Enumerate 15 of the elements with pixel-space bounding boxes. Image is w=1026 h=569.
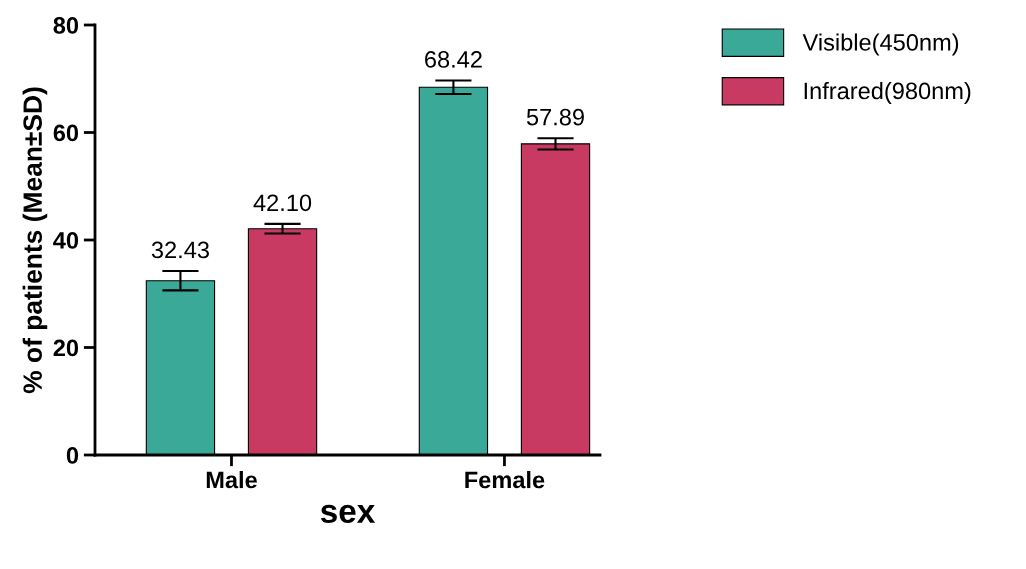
y-tick-label: 0 — [66, 447, 79, 464]
y-tick-label: 80 — [53, 17, 79, 34]
data-label: 32.43 — [151, 241, 209, 259]
data-label: 57.89 — [526, 108, 584, 126]
x-axis-title: sex — [320, 504, 376, 524]
legend-label: Visible(450nm) — [802, 33, 959, 56]
data-label: 68.42 — [425, 51, 482, 68]
y-axis-title: % of patients (Mean±SD) — [22, 87, 48, 394]
y-tick-label: 20 — [53, 339, 79, 357]
legend-label: Infrared(980nm) — [804, 81, 971, 104]
data-label: 42.10 — [253, 194, 312, 212]
x-tick-label: Male — [206, 470, 257, 489]
y-tick-label: 60 — [53, 124, 79, 142]
x-tick-label: Female — [465, 470, 545, 489]
y-tick-label: 40 — [53, 232, 79, 249]
